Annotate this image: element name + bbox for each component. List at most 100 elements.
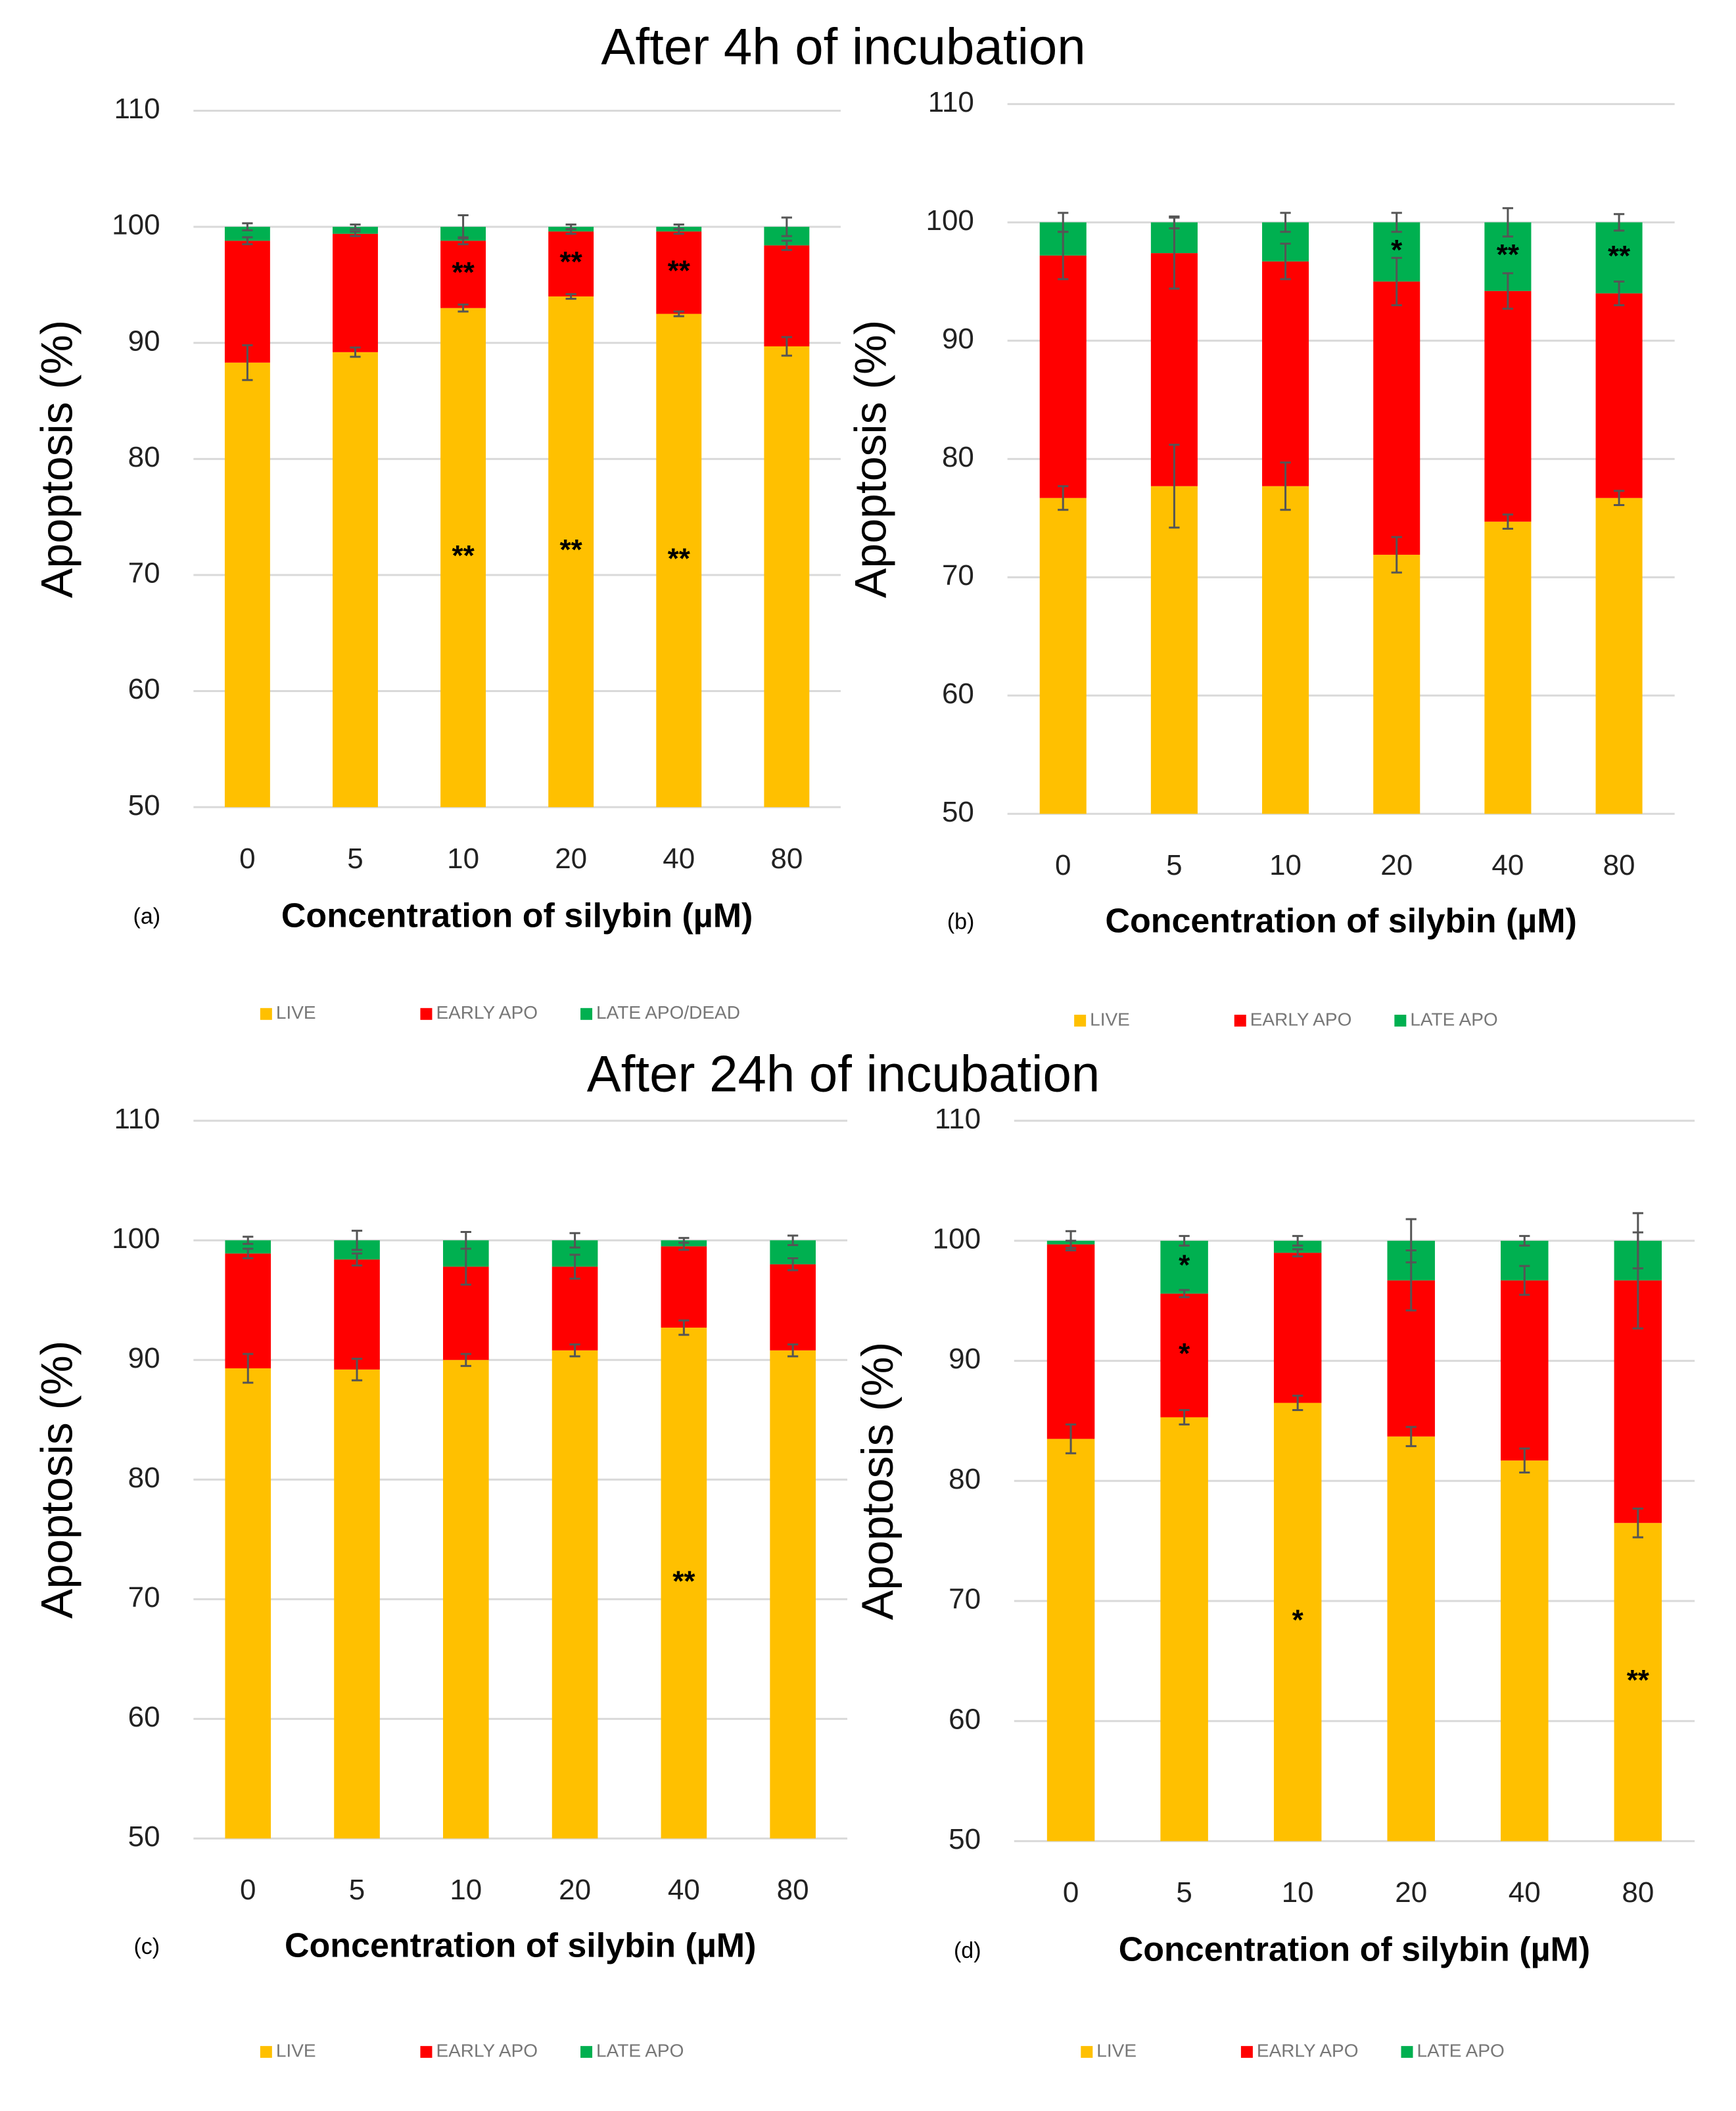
error-bar	[1058, 485, 1069, 511]
error-bar	[351, 1230, 363, 1251]
panel-label: (d)	[954, 1938, 981, 1963]
y-tick-label: 90	[942, 323, 974, 355]
y-tick-label: 110	[935, 1103, 981, 1135]
bar-segment	[1595, 293, 1643, 498]
bar-segment	[225, 1253, 271, 1368]
panel-label: (a)	[133, 904, 161, 929]
error-bar	[1292, 1235, 1303, 1247]
panel-label: (c)	[133, 1934, 160, 1959]
error-bar	[457, 214, 469, 240]
legend-swatch	[420, 1008, 433, 1020]
bar-segment	[551, 1350, 598, 1839]
x-tick-label: 10	[447, 843, 479, 875]
error-bar	[787, 1257, 799, 1272]
bar-segment	[1039, 255, 1087, 498]
y-tick-label: 80	[942, 441, 974, 473]
error-bar	[569, 1343, 580, 1358]
significance-mark: **	[1497, 239, 1520, 271]
bar-segment	[1160, 1293, 1208, 1418]
error-bar	[351, 1252, 363, 1266]
bar-segment	[1273, 1403, 1322, 1842]
error-bar	[242, 222, 253, 231]
error-bar	[678, 1237, 690, 1244]
y-tick-label: 100	[112, 1222, 160, 1255]
bar-segment	[1262, 486, 1309, 814]
y-axis-label: Apoptosis (%)	[846, 320, 896, 598]
y-tick-label: 110	[114, 1103, 160, 1135]
bar-segment	[1160, 1240, 1208, 1294]
bar-segment	[224, 362, 270, 808]
y-axis-label: Apoptosis (%)	[853, 1342, 903, 1620]
bar-segment	[440, 241, 486, 308]
error-bar	[351, 1357, 363, 1381]
legend-swatch	[580, 2046, 593, 2058]
bar-segment	[224, 227, 270, 241]
significance-mark: *	[1179, 1337, 1190, 1370]
bar-segment	[442, 1360, 489, 1839]
legend-swatch	[1074, 1014, 1087, 1027]
significance-mark: *	[1179, 1249, 1190, 1282]
legend-label: EARLY APO	[436, 2041, 538, 2061]
error-bar	[673, 223, 684, 231]
y-tick-label: 80	[128, 1462, 160, 1494]
error-bar	[1632, 1212, 1643, 1270]
error-bar	[1292, 1248, 1303, 1258]
bar-segment	[1484, 521, 1532, 814]
x-tick-label: 0	[1055, 849, 1071, 881]
x-tick-label: 5	[1166, 849, 1182, 881]
bar-segment	[1501, 1280, 1549, 1461]
error-bar	[1519, 1264, 1530, 1296]
y-tick-label: 80	[949, 1463, 981, 1495]
error-bar	[1169, 444, 1180, 529]
bar-segment	[333, 227, 378, 234]
significance-mark: **	[1608, 240, 1631, 272]
bar-segment	[334, 1369, 380, 1839]
bar-segment	[1387, 1436, 1435, 1842]
x-tick-label: 20	[555, 843, 587, 875]
bar-segment	[1046, 1244, 1095, 1439]
error-bar	[1502, 513, 1514, 530]
significance-mark: **	[668, 542, 691, 574]
error-bar	[1391, 256, 1402, 306]
y-tick-label: 100	[112, 209, 160, 241]
error-bar	[242, 236, 253, 246]
bar-segment	[1373, 555, 1420, 814]
x-tick-label: 40	[1491, 849, 1524, 881]
error-bar	[243, 1236, 254, 1245]
bar-segment	[1039, 498, 1087, 814]
error-bar	[243, 1247, 254, 1260]
x-axis-label: Concentration of silybin (µM)	[1119, 1931, 1591, 1969]
bar-segment	[656, 313, 702, 808]
error-bar	[1179, 1235, 1190, 1247]
error-bar	[569, 1232, 580, 1249]
error-bar	[1058, 212, 1069, 233]
y-tick-label: 90	[949, 1343, 981, 1375]
error-bar	[569, 1253, 580, 1280]
bar-segment	[770, 1350, 816, 1839]
x-tick-label: 5	[1176, 1876, 1192, 1909]
y-tick-label: 100	[926, 204, 974, 237]
error-bar	[1292, 1395, 1303, 1412]
error-bar	[565, 293, 576, 300]
bar-segment	[1150, 486, 1198, 814]
x-tick-label: 20	[559, 1874, 591, 1906]
significance-mark: **	[560, 534, 583, 566]
error-bar	[787, 1234, 799, 1247]
error-bar	[1065, 1423, 1077, 1454]
significance-mark: **	[1627, 1664, 1650, 1696]
y-tick-label: 50	[942, 796, 974, 828]
legend-swatch	[1234, 1014, 1246, 1027]
bar-segment	[551, 1266, 598, 1351]
error-bar	[350, 223, 361, 231]
legend-swatch	[1240, 2046, 1253, 2058]
error-bar	[460, 1353, 471, 1367]
y-tick-label: 70	[942, 559, 974, 592]
error-bar	[1502, 207, 1514, 238]
legend-label: LIVE	[276, 1002, 316, 1023]
error-bar	[350, 346, 361, 358]
bar-segment	[1262, 261, 1309, 486]
error-bar	[1502, 272, 1514, 310]
y-axis-label: Apoptosis (%)	[32, 320, 82, 598]
y-tick-label: 60	[949, 1703, 981, 1735]
